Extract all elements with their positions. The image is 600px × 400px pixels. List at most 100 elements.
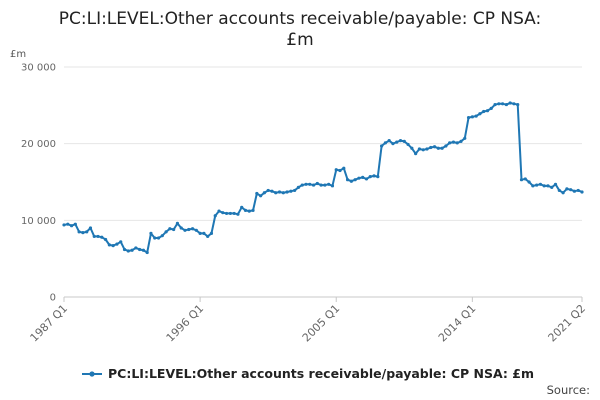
data-point[interactable] bbox=[134, 246, 138, 250]
data-point[interactable] bbox=[410, 146, 414, 150]
data-point[interactable] bbox=[463, 136, 467, 140]
data-point[interactable] bbox=[251, 208, 255, 212]
legend[interactable]: PC:LI:LEVEL:Other accounts receivable/pa… bbox=[82, 366, 534, 381]
data-point[interactable] bbox=[512, 102, 516, 106]
data-point[interactable] bbox=[221, 211, 225, 215]
data-point[interactable] bbox=[266, 188, 270, 193]
data-point[interactable] bbox=[156, 236, 161, 240]
data-point[interactable] bbox=[198, 231, 202, 235]
data-point[interactable] bbox=[96, 234, 100, 239]
data-point[interactable] bbox=[330, 184, 335, 188]
data-point[interactable] bbox=[259, 194, 263, 198]
data-point[interactable] bbox=[138, 247, 142, 252]
data-point[interactable] bbox=[425, 147, 429, 151]
data-point[interactable] bbox=[538, 182, 543, 186]
data-point[interactable] bbox=[92, 234, 96, 239]
data-point[interactable] bbox=[281, 191, 285, 195]
data-point[interactable] bbox=[565, 187, 569, 191]
data-point[interactable] bbox=[187, 227, 191, 232]
data-point[interactable] bbox=[429, 145, 433, 150]
data-point[interactable] bbox=[342, 166, 346, 170]
data-point[interactable] bbox=[164, 230, 168, 234]
data-point[interactable] bbox=[455, 141, 459, 145]
data-point[interactable] bbox=[387, 139, 391, 143]
data-point[interactable] bbox=[444, 144, 448, 148]
data-point[interactable] bbox=[391, 142, 395, 146]
data-point[interactable] bbox=[546, 184, 550, 188]
data-point[interactable] bbox=[175, 221, 180, 225]
data-point[interactable] bbox=[274, 191, 278, 195]
data-point[interactable] bbox=[69, 224, 74, 228]
data-point[interactable] bbox=[402, 139, 406, 143]
data-point[interactable] bbox=[255, 191, 259, 196]
data-point[interactable] bbox=[100, 235, 104, 239]
data-point[interactable] bbox=[485, 109, 490, 113]
data-point[interactable] bbox=[334, 168, 338, 172]
data-point[interactable] bbox=[576, 188, 580, 193]
data-point[interactable] bbox=[557, 188, 561, 193]
data-point[interactable] bbox=[436, 146, 440, 150]
data-point[interactable] bbox=[304, 182, 308, 186]
data-point[interactable] bbox=[130, 248, 134, 252]
data-point[interactable] bbox=[398, 139, 403, 143]
data-point[interactable] bbox=[368, 175, 372, 179]
data-point[interactable] bbox=[126, 249, 130, 253]
data-point[interactable] bbox=[482, 109, 486, 114]
data-point[interactable] bbox=[62, 223, 66, 227]
data-point[interactable] bbox=[115, 242, 119, 246]
data-point[interactable] bbox=[209, 231, 214, 235]
data-point[interactable] bbox=[190, 227, 195, 231]
data-point[interactable] bbox=[361, 175, 365, 179]
data-point[interactable] bbox=[432, 145, 437, 149]
data-point[interactable] bbox=[349, 179, 353, 183]
data-point[interactable] bbox=[493, 102, 497, 107]
data-point[interactable] bbox=[519, 178, 524, 182]
data-point[interactable] bbox=[531, 184, 535, 188]
data-point[interactable] bbox=[277, 190, 282, 194]
data-point[interactable] bbox=[262, 191, 266, 195]
data-point[interactable] bbox=[308, 182, 312, 186]
data-point[interactable] bbox=[345, 178, 350, 182]
data-point[interactable] bbox=[376, 175, 380, 179]
data-point[interactable] bbox=[179, 226, 183, 230]
data-point[interactable] bbox=[459, 139, 463, 143]
data-point[interactable] bbox=[501, 102, 505, 106]
data-point[interactable] bbox=[516, 102, 520, 107]
data-point[interactable] bbox=[414, 152, 418, 156]
data-point[interactable] bbox=[236, 212, 240, 216]
data-point[interactable] bbox=[153, 236, 157, 240]
data-point[interactable] bbox=[550, 185, 554, 189]
data-point[interactable] bbox=[293, 188, 297, 193]
data-point[interactable] bbox=[497, 102, 501, 106]
data-point[interactable] bbox=[323, 183, 327, 187]
data-point[interactable] bbox=[572, 189, 577, 193]
data-point[interactable] bbox=[580, 190, 584, 194]
data-point[interactable] bbox=[149, 231, 153, 235]
data-point[interactable] bbox=[474, 114, 478, 118]
data-point[interactable] bbox=[224, 211, 229, 216]
data-point[interactable] bbox=[489, 106, 493, 110]
data-point[interactable] bbox=[213, 214, 217, 218]
data-point[interactable] bbox=[535, 183, 539, 187]
data-point[interactable] bbox=[285, 190, 289, 194]
data-point[interactable] bbox=[217, 209, 221, 213]
data-point[interactable] bbox=[85, 230, 89, 234]
data-point[interactable] bbox=[508, 101, 512, 105]
data-point[interactable] bbox=[103, 237, 108, 242]
data-point[interactable] bbox=[561, 191, 565, 195]
data-point[interactable] bbox=[240, 205, 244, 209]
data-point[interactable] bbox=[73, 222, 77, 226]
data-point[interactable] bbox=[88, 226, 93, 230]
data-point[interactable] bbox=[569, 188, 573, 192]
data-point[interactable] bbox=[145, 250, 149, 255]
data-point[interactable] bbox=[270, 189, 274, 193]
data-point[interactable] bbox=[111, 244, 115, 248]
data-point[interactable] bbox=[383, 141, 387, 145]
data-point[interactable] bbox=[66, 222, 70, 226]
data-point[interactable] bbox=[206, 234, 210, 239]
data-point[interactable] bbox=[327, 182, 331, 186]
data-point[interactable] bbox=[421, 148, 425, 152]
data-point[interactable] bbox=[466, 116, 471, 120]
data-point[interactable] bbox=[527, 180, 531, 184]
data-point[interactable] bbox=[440, 146, 444, 150]
